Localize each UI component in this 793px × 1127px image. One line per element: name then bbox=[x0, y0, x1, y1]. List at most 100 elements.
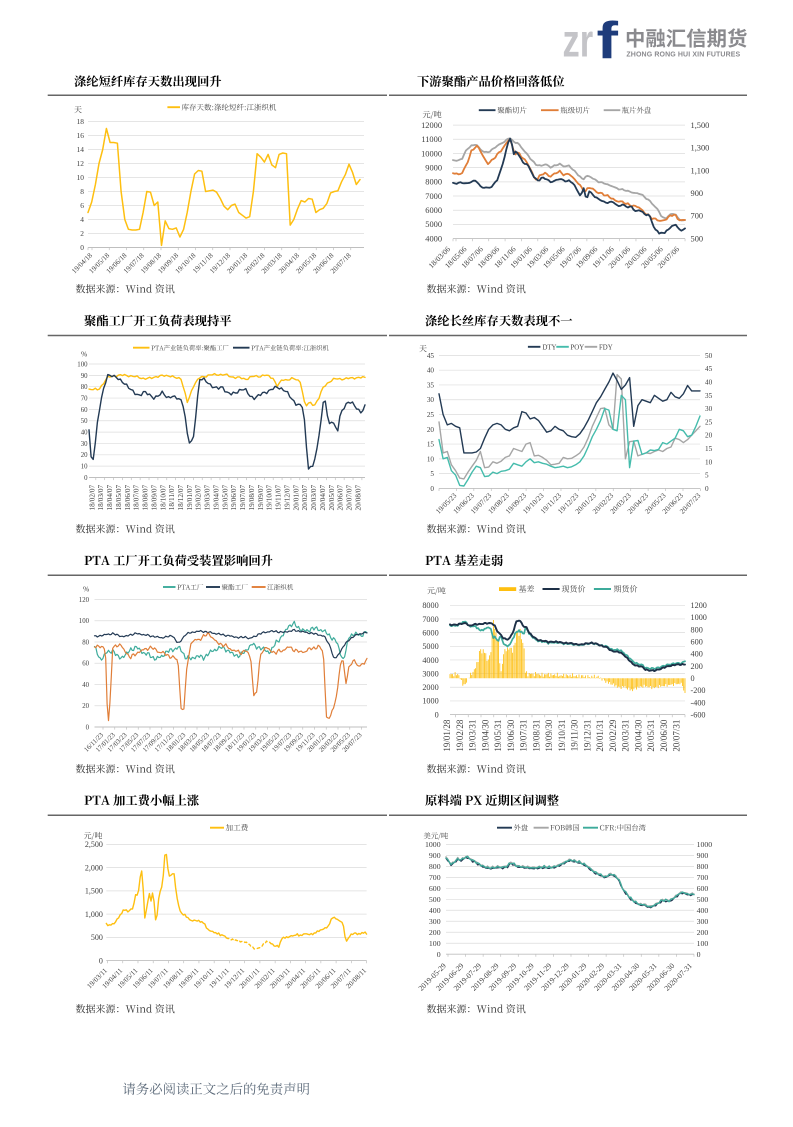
svg-text:0: 0 bbox=[430, 485, 434, 493]
svg-text:18/10/07: 18/10/07 bbox=[159, 484, 167, 510]
svg-text:5: 5 bbox=[430, 470, 434, 478]
svg-text:10: 10 bbox=[77, 173, 85, 182]
svg-text:19/11/07: 19/11/07 bbox=[275, 485, 283, 511]
svg-text:1200: 1200 bbox=[691, 601, 707, 610]
svg-text:50: 50 bbox=[705, 352, 713, 360]
svg-text:0: 0 bbox=[99, 956, 103, 965]
svg-text:2,000: 2,000 bbox=[85, 863, 103, 872]
svg-text:20/04/07: 20/04/07 bbox=[319, 484, 327, 510]
svg-text:ZHONG RONG HUI XIN FUTURES: ZHONG RONG HUI XIN FUTURES bbox=[626, 52, 740, 59]
svg-text:100: 100 bbox=[429, 939, 441, 948]
svg-text:0: 0 bbox=[705, 485, 709, 493]
svg-text:3000: 3000 bbox=[422, 669, 438, 678]
svg-text:19/01/28: 19/01/28 bbox=[442, 719, 452, 752]
svg-text:19/08/07: 19/08/07 bbox=[248, 484, 256, 510]
svg-text:700: 700 bbox=[697, 873, 709, 882]
svg-text:800: 800 bbox=[697, 862, 709, 871]
svg-text:20/06/07: 20/06/07 bbox=[337, 484, 345, 510]
svg-text:20/02/29: 20/02/29 bbox=[608, 719, 618, 752]
svg-text:18/02/07: 18/02/07 bbox=[88, 484, 96, 510]
svg-text:500: 500 bbox=[429, 895, 441, 904]
svg-text:18/07/07: 18/07/07 bbox=[133, 484, 141, 510]
svg-text:19/11/30: 19/11/30 bbox=[570, 719, 580, 751]
svg-text:20/05/07: 20/05/07 bbox=[328, 484, 336, 510]
svg-text:19/01/07: 19/01/07 bbox=[186, 484, 194, 510]
svg-text:400: 400 bbox=[691, 650, 703, 659]
svg-text:20: 20 bbox=[705, 432, 713, 440]
svg-text:19/09/30: 19/09/30 bbox=[544, 719, 554, 752]
svg-text:30: 30 bbox=[427, 396, 435, 404]
svg-text:1,300: 1,300 bbox=[691, 144, 710, 153]
svg-text:200: 200 bbox=[697, 928, 709, 937]
svg-text:900: 900 bbox=[429, 851, 441, 860]
svg-text:500: 500 bbox=[697, 895, 709, 904]
svg-text:6: 6 bbox=[80, 201, 84, 210]
svg-text:20/03/07: 20/03/07 bbox=[310, 484, 318, 510]
svg-text:200: 200 bbox=[691, 662, 703, 671]
svg-text:11000: 11000 bbox=[421, 135, 442, 144]
svg-text:500: 500 bbox=[691, 234, 704, 243]
svg-text:19/03/07: 19/03/07 bbox=[204, 484, 212, 510]
svg-text:12000: 12000 bbox=[421, 121, 442, 130]
svg-text:1000: 1000 bbox=[691, 613, 707, 622]
svg-text:20/02/07: 20/02/07 bbox=[301, 484, 309, 510]
svg-text:60: 60 bbox=[81, 407, 88, 414]
svg-text:15: 15 bbox=[427, 441, 435, 449]
svg-text:10: 10 bbox=[81, 464, 88, 471]
svg-text:0: 0 bbox=[697, 950, 701, 959]
svg-text:16: 16 bbox=[77, 131, 85, 140]
svg-text:20/08/07: 20/08/07 bbox=[354, 484, 362, 510]
svg-text:10000: 10000 bbox=[421, 149, 442, 158]
svg-text:8000: 8000 bbox=[425, 178, 442, 187]
svg-text:20/07/31: 20/07/31 bbox=[672, 720, 682, 752]
svg-text:18/06/07: 18/06/07 bbox=[124, 484, 132, 510]
svg-text:19/06/30: 19/06/30 bbox=[506, 719, 516, 752]
svg-text:zr: zr bbox=[563, 15, 594, 67]
svg-text:POY: POY bbox=[571, 344, 585, 351]
svg-text:19/06/07: 19/06/07 bbox=[230, 484, 238, 510]
svg-text:-200: -200 bbox=[691, 686, 706, 695]
svg-text:90: 90 bbox=[81, 373, 88, 380]
svg-text:800: 800 bbox=[691, 625, 703, 634]
svg-text:%: % bbox=[83, 585, 89, 594]
svg-text:40: 40 bbox=[82, 682, 89, 689]
svg-text:19/08/31: 19/08/31 bbox=[531, 720, 541, 752]
svg-text:14: 14 bbox=[77, 145, 85, 154]
svg-text:15: 15 bbox=[705, 445, 713, 453]
svg-text:2,500: 2,500 bbox=[85, 840, 103, 849]
svg-text:18/09/07: 18/09/07 bbox=[150, 484, 158, 510]
svg-text:4000: 4000 bbox=[425, 234, 442, 243]
svg-text:2000: 2000 bbox=[422, 683, 438, 692]
svg-text:19/03/31: 19/03/31 bbox=[468, 720, 478, 752]
svg-text:100: 100 bbox=[77, 361, 88, 368]
svg-text:5000: 5000 bbox=[422, 642, 438, 651]
svg-text:10: 10 bbox=[427, 455, 435, 463]
svg-text:5000: 5000 bbox=[425, 220, 442, 229]
svg-text:9000: 9000 bbox=[425, 163, 442, 172]
svg-text:80: 80 bbox=[82, 639, 89, 646]
svg-text:500: 500 bbox=[91, 933, 103, 942]
svg-text:25: 25 bbox=[705, 418, 713, 426]
svg-text:1,100: 1,100 bbox=[691, 166, 710, 175]
svg-text:1000: 1000 bbox=[422, 697, 438, 706]
svg-text:20: 20 bbox=[82, 703, 89, 710]
svg-text:7000: 7000 bbox=[422, 615, 438, 624]
svg-text:20: 20 bbox=[427, 426, 435, 434]
svg-text:600: 600 bbox=[691, 638, 703, 647]
svg-text:%: % bbox=[81, 350, 87, 359]
svg-text:f: f bbox=[597, 12, 619, 70]
svg-text:19/02/28: 19/02/28 bbox=[455, 719, 465, 752]
svg-text:5: 5 bbox=[705, 472, 709, 480]
svg-text:10: 10 bbox=[705, 458, 713, 466]
svg-text:80: 80 bbox=[81, 384, 88, 391]
svg-text:19/07/31: 19/07/31 bbox=[519, 720, 529, 752]
svg-text:300: 300 bbox=[429, 917, 441, 926]
svg-text:19/07/07: 19/07/07 bbox=[239, 484, 247, 510]
svg-text:45: 45 bbox=[705, 365, 713, 373]
svg-text:1,500: 1,500 bbox=[691, 121, 710, 130]
svg-text:4: 4 bbox=[80, 215, 84, 224]
svg-text:600: 600 bbox=[697, 884, 709, 893]
svg-text:-400: -400 bbox=[691, 698, 706, 707]
svg-text:40: 40 bbox=[81, 430, 88, 437]
svg-text:2: 2 bbox=[80, 229, 84, 238]
